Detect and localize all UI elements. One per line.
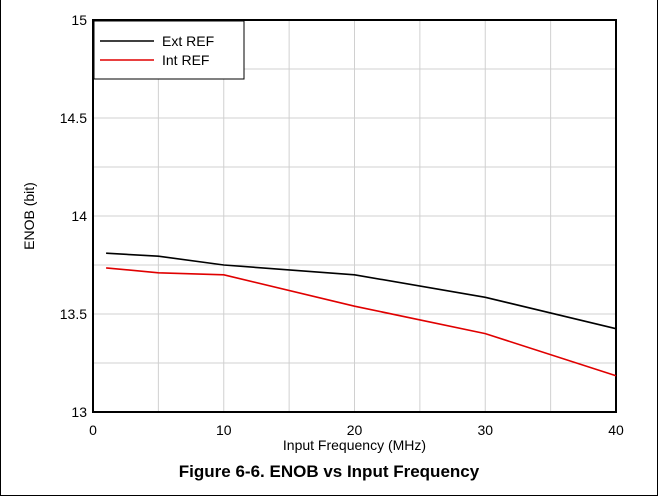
enob-chart: 0 10 20 30 40 13 13.5 14 14.5 15 Input Frequency…: [21, 12, 624, 453]
legend-label: Ext REF: [162, 33, 214, 49]
y-tick-label: 14.5: [60, 110, 87, 126]
series-line-int-ref: [106, 267, 617, 377]
x-tick-label: 40: [608, 422, 624, 438]
y-tick-label: 13.5: [60, 306, 87, 322]
series-layer: [106, 252, 617, 377]
y-tick-label: 15: [71, 12, 87, 28]
x-tick-label: 10: [216, 422, 232, 438]
legend: Ext REF Int REF: [93, 20, 245, 80]
x-tick-labels: 0 10 20 30 40: [89, 422, 624, 438]
x-tick-label: 20: [347, 422, 363, 438]
x-tick-label: 0: [89, 422, 97, 438]
legend-box: [93, 20, 245, 80]
x-tick-label: 30: [477, 422, 493, 438]
x-axis-label: Input Frequency (MHz): [283, 437, 426, 453]
plot-area: [92, 19, 617, 413]
legend-label: Int REF: [162, 52, 209, 68]
y-tick-label: 14: [71, 208, 87, 224]
y-tick-label: 13: [71, 404, 87, 420]
y-axis-label: ENOB (bit): [21, 182, 37, 250]
y-tick-labels: 13 13.5 14 14.5 15: [60, 12, 87, 420]
series-line-ext-ref: [106, 252, 617, 330]
figure-caption: Figure 6-6. ENOB vs Input Frequency: [178, 462, 480, 481]
